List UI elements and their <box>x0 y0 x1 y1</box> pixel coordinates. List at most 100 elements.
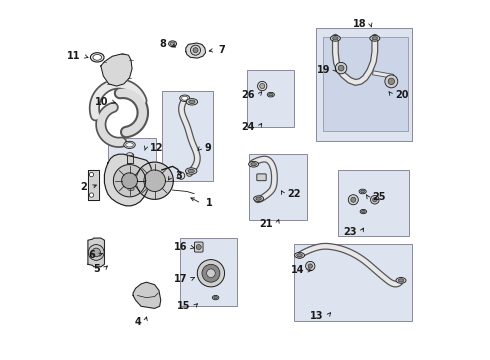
Bar <box>247 69 294 127</box>
Text: 15: 15 <box>177 301 191 311</box>
Ellipse shape <box>294 252 304 258</box>
Text: 4: 4 <box>134 317 141 327</box>
Bar <box>316 28 412 141</box>
Text: 8: 8 <box>159 40 166 49</box>
Circle shape <box>193 48 198 53</box>
Circle shape <box>258 81 267 91</box>
Ellipse shape <box>359 189 366 194</box>
Ellipse shape <box>128 187 134 190</box>
Ellipse shape <box>212 296 219 300</box>
Text: 19: 19 <box>317 64 330 75</box>
Ellipse shape <box>180 95 190 102</box>
Ellipse shape <box>361 190 365 193</box>
Ellipse shape <box>186 99 197 105</box>
Circle shape <box>207 269 215 278</box>
Circle shape <box>370 195 379 204</box>
FancyBboxPatch shape <box>257 174 266 181</box>
Text: 13: 13 <box>310 311 324 320</box>
Ellipse shape <box>372 37 378 40</box>
Bar <box>294 244 412 320</box>
Text: 6: 6 <box>88 249 95 260</box>
Ellipse shape <box>396 278 406 283</box>
Text: 26: 26 <box>242 90 255 100</box>
Text: 5: 5 <box>93 264 100 274</box>
Ellipse shape <box>214 297 218 299</box>
Bar <box>323 37 408 131</box>
Polygon shape <box>144 170 166 192</box>
Ellipse shape <box>269 93 273 96</box>
Text: 20: 20 <box>395 90 409 100</box>
Circle shape <box>308 264 313 268</box>
Ellipse shape <box>251 163 256 166</box>
Polygon shape <box>101 54 132 86</box>
Text: 21: 21 <box>260 219 273 229</box>
Text: 23: 23 <box>343 227 357 237</box>
Ellipse shape <box>330 36 341 41</box>
Ellipse shape <box>91 53 104 62</box>
Circle shape <box>191 45 200 55</box>
Ellipse shape <box>267 92 274 97</box>
Ellipse shape <box>126 153 133 156</box>
Ellipse shape <box>398 279 404 282</box>
Bar <box>162 91 214 181</box>
Circle shape <box>89 172 94 177</box>
Ellipse shape <box>362 211 365 213</box>
Text: 18: 18 <box>353 19 366 29</box>
Text: 9: 9 <box>205 143 212 153</box>
Text: 10: 10 <box>95 97 108 107</box>
Text: 1: 1 <box>205 198 212 208</box>
Circle shape <box>385 75 398 88</box>
Ellipse shape <box>181 96 188 100</box>
Ellipse shape <box>256 197 261 200</box>
Ellipse shape <box>248 161 259 167</box>
Circle shape <box>348 195 358 205</box>
Ellipse shape <box>169 41 176 46</box>
Polygon shape <box>122 173 137 189</box>
Text: 11: 11 <box>67 51 80 61</box>
Text: 17: 17 <box>174 274 188 284</box>
Text: 12: 12 <box>150 143 164 153</box>
Ellipse shape <box>93 54 101 60</box>
Ellipse shape <box>126 143 133 147</box>
Circle shape <box>196 244 201 249</box>
Text: 14: 14 <box>291 265 304 275</box>
Bar <box>180 238 237 306</box>
Text: 7: 7 <box>218 45 225 55</box>
Circle shape <box>388 78 394 85</box>
Circle shape <box>197 260 224 287</box>
Polygon shape <box>104 154 152 206</box>
Text: 24: 24 <box>242 122 255 132</box>
Circle shape <box>338 65 344 71</box>
FancyBboxPatch shape <box>195 242 203 252</box>
Ellipse shape <box>125 186 136 192</box>
Polygon shape <box>126 154 133 163</box>
Ellipse shape <box>254 196 264 202</box>
Text: 3: 3 <box>175 171 182 181</box>
Ellipse shape <box>333 37 338 40</box>
Polygon shape <box>136 162 173 199</box>
Ellipse shape <box>297 254 302 257</box>
Polygon shape <box>133 282 161 309</box>
Ellipse shape <box>170 42 175 45</box>
Circle shape <box>88 244 104 260</box>
Bar <box>249 154 307 220</box>
Circle shape <box>306 261 315 271</box>
Circle shape <box>335 62 347 74</box>
Ellipse shape <box>124 141 135 148</box>
Ellipse shape <box>188 169 195 173</box>
Circle shape <box>89 193 94 197</box>
Polygon shape <box>186 43 205 58</box>
Text: 25: 25 <box>372 192 386 202</box>
Ellipse shape <box>189 100 195 104</box>
Text: 2: 2 <box>80 182 87 192</box>
Polygon shape <box>88 170 98 200</box>
Bar <box>108 138 156 194</box>
Text: 16: 16 <box>174 242 188 252</box>
Ellipse shape <box>360 210 367 214</box>
Circle shape <box>202 264 220 282</box>
Ellipse shape <box>370 36 380 41</box>
Circle shape <box>177 172 185 179</box>
Polygon shape <box>88 238 104 267</box>
Circle shape <box>260 84 265 89</box>
Circle shape <box>351 197 356 202</box>
